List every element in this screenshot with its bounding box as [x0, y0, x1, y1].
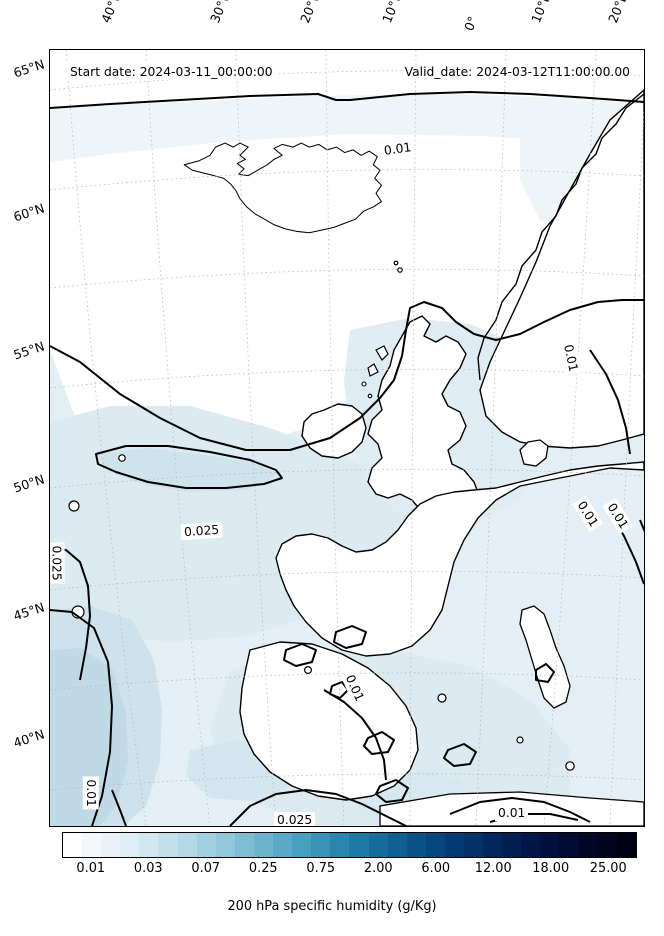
colorbar-swatch-12	[292, 833, 312, 857]
lat-tick-label-60N: 60°N	[11, 200, 47, 225]
lon-tick-label-0: 0°	[461, 14, 481, 33]
contour-lines	[50, 91, 644, 826]
colorbar-swatch-20	[444, 833, 464, 857]
lat-tick-label-40N: 40°N	[11, 726, 47, 751]
colorbar-swatch-2	[101, 833, 121, 857]
lon-tick-label-10E: 10°E	[528, 0, 554, 25]
colorbar-tick-6p00: 6.00	[421, 861, 451, 876]
lat-tick-label-65N: 65°N	[11, 56, 47, 81]
colorbar-swatch-5	[158, 833, 178, 857]
colorbar-swatch-15	[349, 833, 369, 857]
colorbar-tick-0p03: 0.03	[133, 861, 163, 876]
contour-label-0p025-left-edge: 0.025	[50, 542, 65, 584]
valid-date-annotation: Valid_date: 2024-03-12T11:00:00.00	[401, 64, 633, 81]
contour-label-0p01-southwest: 0.01	[82, 776, 99, 810]
colorbar-swatch-6	[177, 833, 197, 857]
lat-tick-label-45N: 45°N	[11, 599, 47, 624]
colorbar-swatch-23	[502, 833, 522, 857]
colorbar-swatch-7	[196, 833, 216, 857]
lon-tick-label-20E: 20°E	[605, 0, 631, 25]
colorbar-swatch-25	[540, 833, 560, 857]
start-date-annotation: Start date: 2024-03-11_00:00:00	[67, 64, 276, 81]
colorbar-swatch-19	[425, 833, 445, 857]
lon-tick-label-10W: 10°W	[379, 0, 407, 26]
contour-label-0p01-south: 0.01	[495, 805, 529, 822]
lat-tick-label-50N: 50°N	[11, 471, 47, 496]
colorbar-swatch-4	[139, 833, 159, 857]
colorbar-swatch-21	[463, 833, 484, 857]
colorbar-swatch-10	[253, 833, 274, 857]
colorbar-swatch-22	[483, 833, 503, 857]
colorbar-swatch-29	[616, 833, 636, 857]
colorbar-swatch-0	[63, 833, 83, 857]
lon-tick-label-30W: 30°W	[207, 0, 235, 26]
map-plot-area[interactable]: 0.01 0.025 0.025 0.01 0.01 0.01 0.01 0.0…	[49, 49, 645, 827]
colorbar-swatch-26	[559, 833, 579, 857]
colorbar-tick-2p00: 2.00	[363, 861, 393, 876]
colorbar-tick-12p00: 12.00	[474, 861, 512, 876]
colorbar-swatch-8	[215, 833, 235, 857]
colorbar-swatch-18	[406, 833, 426, 857]
colorbar-swatch-1	[82, 833, 102, 857]
colorbar-tick-labels: 0.01 0.03 0.07 0.25 0.75 2.00 6.00 12.00 18.00 25…	[0, 861, 664, 883]
colorbar-swatch-28	[597, 833, 617, 857]
colorbar-tick-18p00: 18.00	[532, 861, 570, 876]
colorbar-swatch-27	[578, 833, 598, 857]
graticule	[50, 50, 644, 826]
colorbar-swatch-14	[330, 833, 350, 857]
colorbar-tick-0p25: 0.25	[248, 861, 278, 876]
colorbar-swatch-11	[273, 833, 293, 857]
lat-tick-label-55N: 55°N	[11, 338, 47, 363]
colorbar-tick-0p01: 0.01	[76, 861, 106, 876]
colorbar-title: 200 hPa specific humidity (g/Kg)	[227, 899, 437, 914]
colorbar-tick-25p00: 25.00	[589, 861, 627, 876]
colorbar-swatch-24	[521, 833, 541, 857]
contour-label-0p025-south: 0.025	[274, 812, 316, 826]
colorbar-swatch-3	[120, 833, 140, 857]
colorbar-tick-0p75: 0.75	[306, 861, 336, 876]
colorbar-swatch-13	[311, 833, 331, 857]
colorbar-swatch-17	[387, 833, 407, 857]
map-svg	[50, 50, 644, 826]
lon-tick-label-40W: 40°W	[98, 0, 126, 26]
colorbar-tick-0p07: 0.07	[191, 861, 221, 876]
colorbar[interactable]	[62, 832, 637, 858]
lon-tick-label-20W: 20°W	[297, 0, 325, 26]
land-polygons	[68, 89, 644, 826]
contour-label-0p025-west: 0.025	[180, 521, 223, 541]
colorbar-swatch-9	[234, 833, 254, 857]
colorbar-swatch-16	[368, 833, 388, 857]
